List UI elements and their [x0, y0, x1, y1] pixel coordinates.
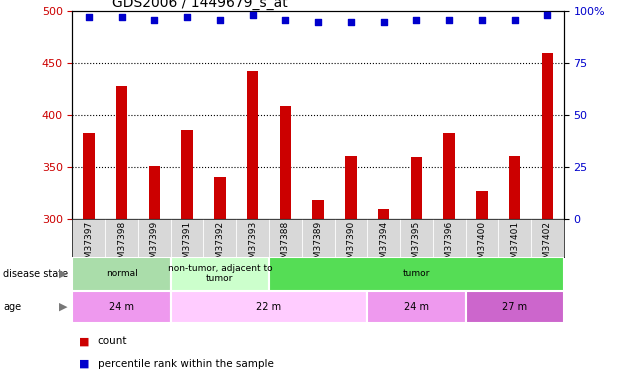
Text: 24 m: 24 m: [109, 302, 134, 312]
Bar: [149, 166, 160, 219]
Bar: [83, 133, 94, 219]
Text: ■: ■: [79, 359, 89, 369]
Text: GSM37392: GSM37392: [215, 221, 224, 270]
Text: GSM37399: GSM37399: [150, 221, 159, 270]
Bar: [345, 156, 357, 219]
Bar: [378, 209, 389, 219]
Point: [182, 15, 192, 21]
Bar: [542, 53, 553, 219]
Text: GSM37394: GSM37394: [379, 221, 388, 270]
Point: [542, 12, 553, 18]
Bar: [171, 257, 269, 291]
Text: GSM37388: GSM37388: [281, 221, 290, 270]
Text: 24 m: 24 m: [404, 302, 429, 312]
Bar: [72, 291, 171, 322]
Text: percentile rank within the sample: percentile rank within the sample: [98, 359, 273, 369]
Bar: [280, 106, 291, 219]
Text: GSM37396: GSM37396: [445, 221, 454, 270]
Text: disease state: disease state: [3, 269, 68, 279]
Text: GSM37393: GSM37393: [248, 221, 257, 270]
Point: [117, 15, 127, 21]
Bar: [181, 130, 193, 219]
Point: [379, 19, 389, 25]
Text: count: count: [98, 336, 127, 346]
Bar: [476, 191, 488, 219]
Text: GSM37390: GSM37390: [346, 221, 355, 270]
Bar: [247, 70, 258, 219]
Text: normal: normal: [106, 269, 137, 278]
Bar: [171, 291, 367, 322]
Bar: [312, 200, 324, 219]
Point: [215, 16, 225, 22]
Text: ▶: ▶: [59, 269, 67, 279]
Point: [346, 19, 356, 25]
Bar: [411, 157, 422, 219]
Point: [84, 15, 94, 21]
Point: [444, 16, 454, 22]
Point: [280, 16, 290, 22]
Bar: [444, 133, 455, 219]
Text: GSM37397: GSM37397: [84, 221, 93, 270]
Point: [411, 16, 421, 22]
Bar: [214, 177, 226, 219]
Text: GSM37391: GSM37391: [183, 221, 192, 270]
Text: 27 m: 27 m: [502, 302, 527, 312]
Bar: [116, 86, 127, 219]
Text: non-tumor, adjacent to
tumor: non-tumor, adjacent to tumor: [168, 264, 272, 284]
Text: GSM37402: GSM37402: [543, 221, 552, 270]
Text: age: age: [3, 302, 21, 312]
Point: [313, 19, 323, 25]
Text: ▶: ▶: [59, 302, 67, 312]
Text: GDS2006 / 1449679_s_at: GDS2006 / 1449679_s_at: [112, 0, 287, 10]
Text: GSM37389: GSM37389: [314, 221, 323, 270]
Bar: [72, 257, 171, 291]
Point: [149, 16, 159, 22]
Text: GSM37401: GSM37401: [510, 221, 519, 270]
Text: 22 m: 22 m: [256, 302, 282, 312]
Bar: [466, 291, 564, 322]
Bar: [269, 257, 564, 291]
Text: ■: ■: [79, 336, 89, 346]
Text: GSM37395: GSM37395: [412, 221, 421, 270]
Text: tumor: tumor: [403, 269, 430, 278]
Point: [477, 16, 487, 22]
Text: GSM37400: GSM37400: [478, 221, 486, 270]
Bar: [509, 156, 520, 219]
Point: [510, 16, 520, 22]
Bar: [367, 291, 466, 322]
Point: [248, 12, 258, 18]
Text: GSM37398: GSM37398: [117, 221, 126, 270]
